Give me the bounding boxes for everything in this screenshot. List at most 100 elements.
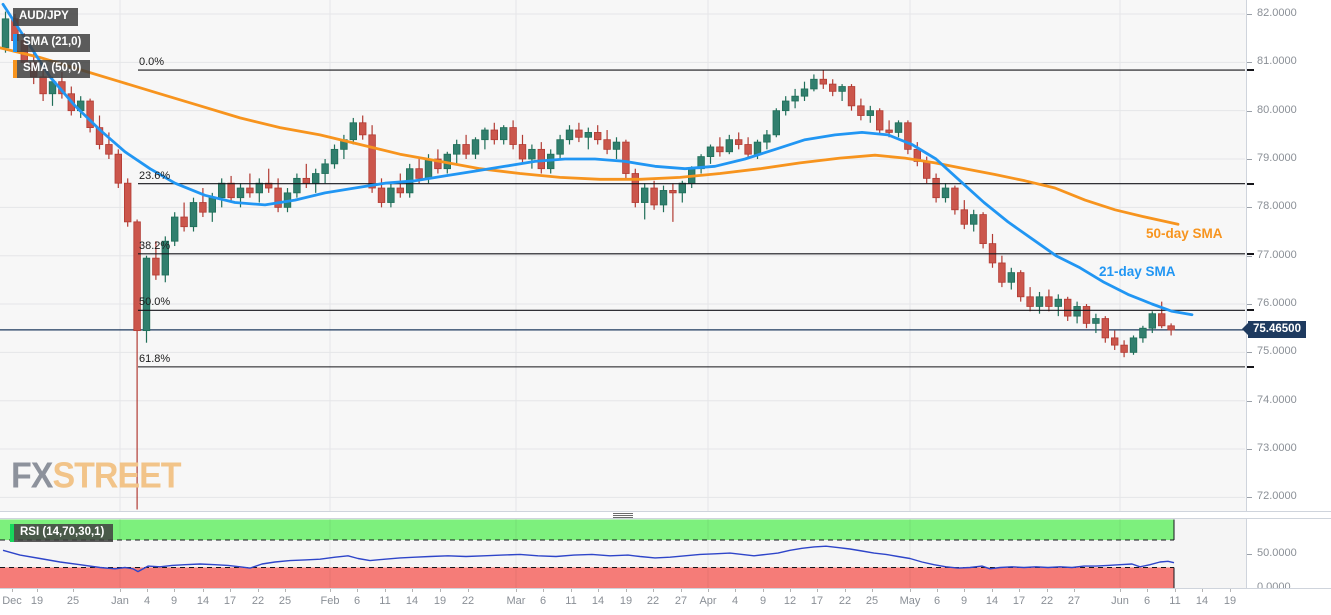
time-tick-mark [653,589,654,592]
time-tick-mark [1230,589,1231,592]
oversold-band [0,567,1174,588]
candle-body [979,214,987,245]
candle-body [650,187,658,206]
sma50-legend[interactable]: SMA (50,0) [13,60,91,78]
candle-body [706,146,715,158]
candle-body [509,127,517,145]
time-tick-label[interactable]: 17 [810,595,824,607]
candle-body [876,110,884,131]
rsi-legend[interactable]: RSI (14,70,30,1) [10,524,114,542]
time-tick-label[interactable]: 22 [461,595,475,607]
sma21-legend[interactable]: SMA (21,0) [13,34,91,52]
time-tick-label[interactable]: 19 [1223,595,1237,607]
time-tick-mark [385,589,386,592]
candle-body [1064,298,1072,317]
time-tick-label[interactable]: 25 [278,595,292,607]
candle-body [293,177,301,194]
time-tick-label[interactable]: 6 [539,595,547,607]
time-tick-label[interactable]: 9 [960,595,968,607]
time-tick-label[interactable]: 6 [353,595,361,607]
candle-body [1054,298,1062,307]
time-tick-label[interactable]: 22 [251,595,265,607]
time-tick-label[interactable]: 6 [933,595,941,607]
time-tick-label[interactable]: Jun [1111,595,1129,607]
last-price-badge: 75.46500 [1242,320,1306,338]
time-tick-label[interactable]: Mar [506,595,526,607]
time-tick-label[interactable]: 22 [1040,595,1054,607]
rsi-canvas[interactable] [0,519,1246,588]
time-tick-label[interactable]: 11 [1169,595,1181,607]
time-tick-label[interactable]: 9 [170,595,178,607]
time-tick-label[interactable]: 14 [591,595,605,607]
candle-body [358,122,367,136]
time-tick-label[interactable]: 14 [985,595,999,607]
candle-body [462,144,470,155]
time-tick-label[interactable]: 12 [783,595,797,607]
time-axis[interactable]: Dec 19 25 Jan 4 9 14 17 22 25 Feb 6 11 14 19 22 Mar 6 11 14… [0,588,1331,615]
candle-body [998,262,1006,283]
splitter-grip-icon[interactable] [613,513,633,514]
time-tick-mark [330,589,331,592]
symbol-legend[interactable]: AUD/JPY [13,8,78,26]
fxstreet-logo-fx: FX [11,456,53,496]
time-tick-mark [516,589,517,592]
time-tick-mark [790,589,791,592]
price-tick-label: 72.0000 [1257,490,1297,503]
time-tick-label[interactable]: May [899,595,921,607]
time-tick-label[interactable]: Apr [699,595,717,607]
price-tick-mark [1247,255,1252,257]
time-tick-label[interactable]: 4 [731,595,739,607]
time-tick-label[interactable]: 19 [433,595,447,607]
time-tick-label[interactable]: 19 [30,595,44,607]
time-tick-label[interactable]: 14 [196,595,210,607]
time-tick-label[interactable]: 14 [405,595,419,607]
candle-body [923,161,931,179]
time-tick-label[interactable]: 27 [1067,595,1081,607]
candle-body [246,187,254,194]
fib-tick-mark [1247,252,1254,255]
time-tick-label[interactable]: 11 [565,595,577,607]
candle-body [152,257,160,276]
time-tick-mark [1019,589,1020,592]
price-axis[interactable]: 82.0000 81.0000 80.0000 79.0000 78.0000 77.00… [1246,0,1331,511]
time-tick-label[interactable]: Dec [2,595,22,607]
time-tick-mark [147,589,148,592]
time-tick-label[interactable]: 25 [66,595,80,607]
time-tick-label[interactable]: 11 [379,595,391,607]
price-tick-label: 78.0000 [1257,200,1297,213]
candle-body [829,83,837,92]
time-tick-label[interactable]: Jan [111,595,129,607]
panel-splitter[interactable] [0,511,1331,519]
candle-body [725,139,733,153]
time-tick-label[interactable]: 17 [1012,595,1026,607]
time-tick-label[interactable]: 25 [865,595,879,607]
time-tick-label[interactable]: 22 [838,595,852,607]
time-tick-mark [1202,589,1203,592]
time-tick-label[interactable]: 22 [646,595,660,607]
candle-body [556,139,564,155]
candle-body [744,144,752,155]
sma21-annotation: 21-day SMA [1099,264,1176,279]
price-tick-mark [1247,207,1252,209]
time-tick-label[interactable]: 14 [1195,595,1209,607]
time-tick-label[interactable]: 4 [143,595,151,607]
candle-body [857,105,865,116]
fib-label: 50.0% [139,296,171,309]
time-tick-label[interactable]: 9 [759,595,767,607]
price-chart-canvas[interactable] [0,0,1246,511]
rsi-tick-label: 50.0000 [1257,546,1297,559]
time-tick-mark [412,589,413,592]
candle-body [452,144,461,155]
time-tick-mark [872,589,873,592]
candle-body [716,146,724,153]
time-tick-label[interactable]: Feb [320,595,340,607]
time-tick-label[interactable]: 17 [223,595,237,607]
time-tick-label[interactable]: 19 [619,595,633,607]
time-tick-label[interactable]: 27 [674,595,688,607]
candle-body [1017,272,1025,298]
rsi-axis[interactable]: 50.0000 0.0000 [1246,519,1331,593]
price-tick-mark [1247,449,1252,451]
candle-body [368,134,376,189]
time-tick-label[interactable]: 6 [1143,595,1151,607]
time-tick-mark [440,589,441,592]
